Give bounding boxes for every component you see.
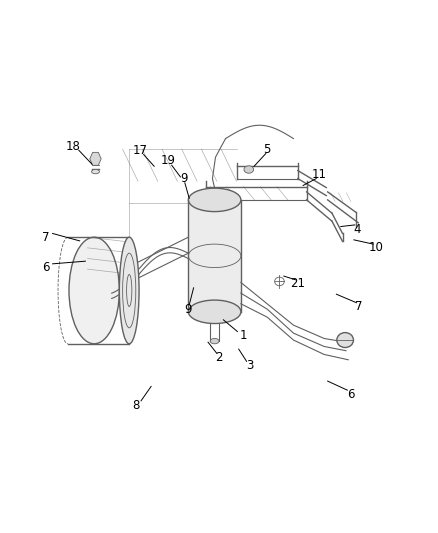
Text: 8: 8 — [132, 399, 139, 411]
Text: 7: 7 — [42, 231, 50, 244]
Ellipse shape — [188, 300, 241, 324]
Text: 3: 3 — [246, 359, 253, 372]
Text: 5: 5 — [264, 143, 271, 156]
Ellipse shape — [92, 169, 99, 174]
Text: 6: 6 — [42, 261, 50, 274]
Polygon shape — [188, 200, 241, 312]
Ellipse shape — [210, 338, 219, 344]
Text: 4: 4 — [353, 223, 361, 236]
Ellipse shape — [337, 333, 353, 348]
Text: 2: 2 — [215, 351, 223, 364]
Text: 9: 9 — [180, 172, 188, 185]
Ellipse shape — [69, 237, 119, 344]
Text: 1: 1 — [239, 329, 247, 342]
Text: 6: 6 — [346, 388, 354, 401]
Text: 10: 10 — [368, 241, 383, 254]
Text: 11: 11 — [311, 168, 326, 181]
Text: 19: 19 — [161, 155, 176, 167]
Polygon shape — [90, 152, 101, 165]
Text: 21: 21 — [290, 277, 305, 290]
Ellipse shape — [119, 237, 139, 344]
Text: 18: 18 — [66, 140, 81, 153]
Text: 9: 9 — [184, 303, 192, 316]
Text: 7: 7 — [355, 300, 363, 313]
Ellipse shape — [244, 166, 254, 173]
Text: 17: 17 — [133, 144, 148, 157]
Ellipse shape — [188, 188, 241, 212]
